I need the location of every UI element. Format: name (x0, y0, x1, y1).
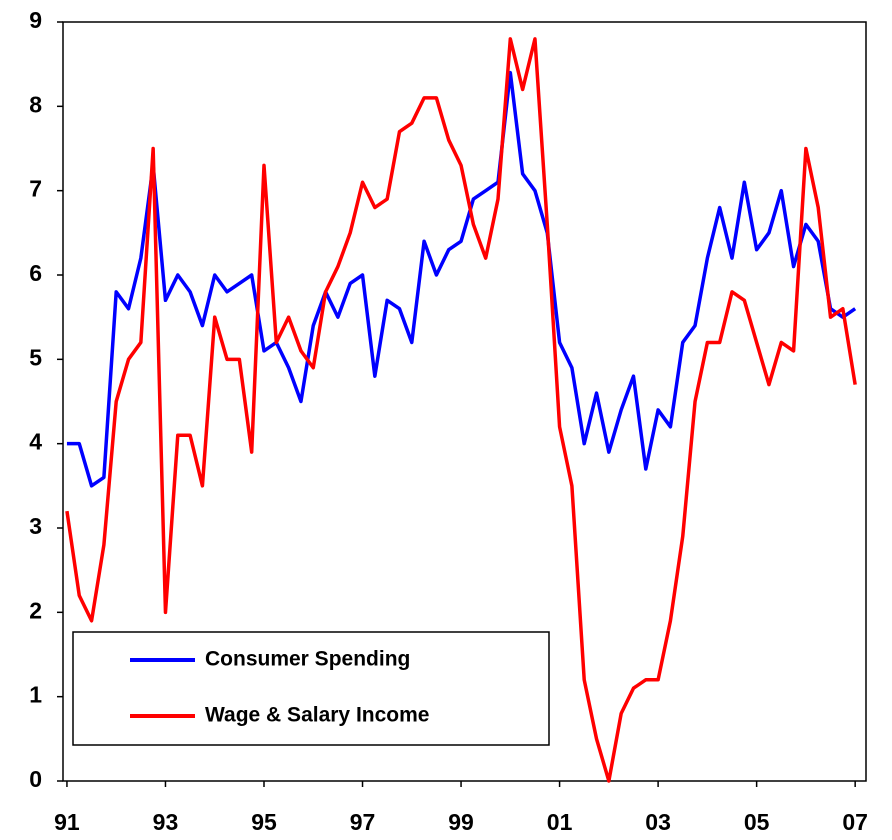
y-tick-label: 9 (29, 7, 42, 33)
y-tick-label: 6 (29, 260, 42, 286)
x-tick-label: 97 (350, 809, 376, 835)
series-line (66, 70, 857, 488)
legend-box (72, 631, 550, 746)
x-tick-label: 91 (54, 809, 80, 835)
series-line (65, 37, 857, 783)
x-tick-label: 95 (251, 809, 277, 835)
y-tick-label: 3 (29, 513, 42, 539)
y-tick-label: 0 (29, 766, 42, 792)
legend-label: Consumer Spending (205, 648, 410, 671)
x-tick-label: 93 (153, 809, 179, 835)
y-tick-label: 4 (29, 429, 42, 455)
x-tick-label: 01 (547, 809, 573, 835)
y-tick-label: 7 (29, 176, 42, 202)
x-tick-label: 03 (645, 809, 671, 835)
x-tick-label: 99 (448, 809, 474, 835)
y-tick-label: 2 (29, 597, 42, 623)
legend-label: Wage & Salary Income (205, 704, 429, 727)
x-tick-label: 05 (744, 809, 770, 835)
plot-frame (62, 21, 867, 782)
y-tick-label: 5 (29, 344, 42, 370)
y-tick-label: 1 (29, 682, 42, 708)
y-tick-label: 8 (29, 91, 42, 117)
x-tick-label: 07 (842, 809, 868, 835)
